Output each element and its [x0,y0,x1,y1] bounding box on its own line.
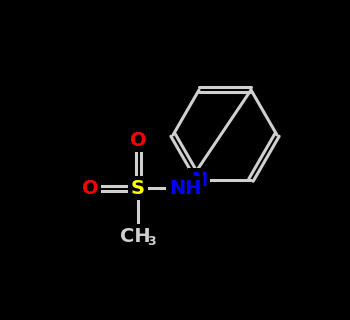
Text: CH: CH [120,227,150,245]
Text: NH: NH [169,179,201,197]
Text: O: O [130,131,146,149]
Text: S: S [131,179,145,197]
Text: N: N [191,171,207,189]
Text: O: O [82,179,98,197]
Text: 3: 3 [147,235,156,247]
